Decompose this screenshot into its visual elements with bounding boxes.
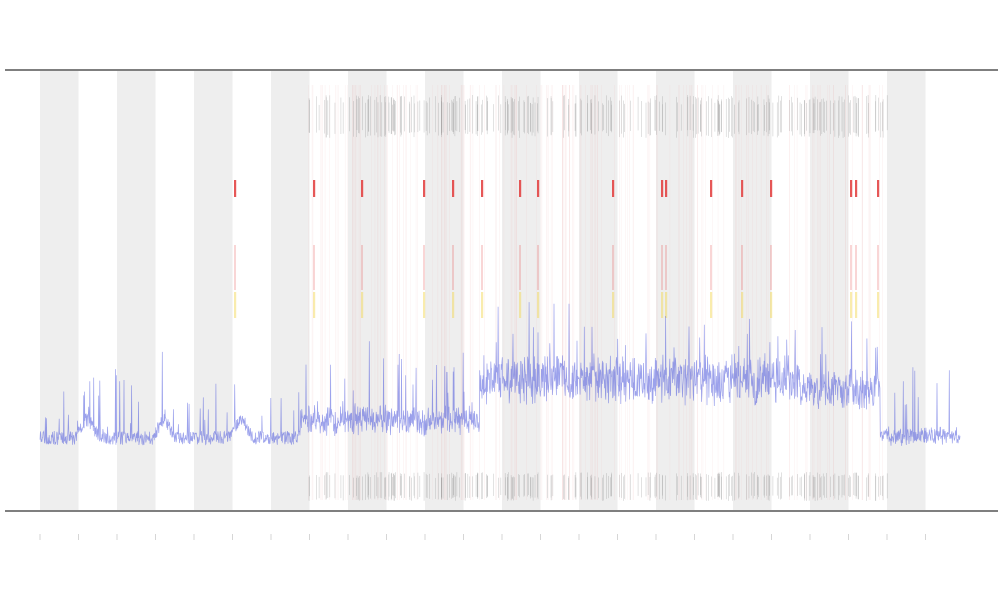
high-marker bbox=[770, 180, 773, 197]
medium-marker bbox=[661, 292, 664, 318]
high-marker-faint bbox=[877, 245, 879, 290]
medium-marker bbox=[481, 292, 484, 318]
high-marker-faint bbox=[612, 245, 614, 290]
high-marker bbox=[313, 180, 316, 197]
medium-marker bbox=[234, 292, 237, 318]
shaded-band bbox=[425, 71, 464, 510]
medium-marker bbox=[877, 292, 880, 318]
high-marker bbox=[234, 180, 237, 197]
high-marker-faint bbox=[537, 245, 539, 290]
high-marker bbox=[661, 180, 664, 197]
medium-marker bbox=[850, 292, 853, 318]
high-marker-faint bbox=[519, 245, 521, 290]
medium-marker bbox=[665, 292, 668, 318]
shaded-band bbox=[733, 71, 772, 510]
high-marker-faint bbox=[234, 245, 236, 290]
x-ticks bbox=[39, 534, 926, 540]
medium-marker bbox=[423, 292, 426, 318]
high-marker-faint bbox=[452, 245, 454, 290]
medium-marker bbox=[770, 292, 773, 318]
high-marker bbox=[710, 180, 713, 197]
medium-marker bbox=[855, 292, 858, 318]
high-marker-faint bbox=[481, 245, 483, 290]
high-marker bbox=[850, 180, 853, 197]
event-markers-top bbox=[308, 95, 888, 138]
high-marker-faint bbox=[313, 245, 315, 290]
high-marker-faint bbox=[665, 245, 667, 290]
high-marker bbox=[481, 180, 484, 197]
medium-marker bbox=[452, 292, 455, 318]
shaded-band bbox=[656, 71, 695, 510]
medium-marker bbox=[537, 292, 540, 318]
high-marker-faint bbox=[770, 245, 772, 290]
medium-marker bbox=[361, 292, 364, 318]
high-marker bbox=[665, 180, 668, 197]
medium-marker bbox=[519, 292, 522, 318]
high-marker bbox=[361, 180, 364, 197]
shaded-band bbox=[348, 71, 387, 510]
high-marker bbox=[519, 180, 522, 197]
high-marker-faint bbox=[855, 245, 857, 290]
chart-marks bbox=[234, 85, 883, 500]
high-marker bbox=[855, 180, 858, 197]
high-marker-faint bbox=[423, 245, 425, 290]
medium-marker bbox=[313, 292, 316, 318]
medium-marker bbox=[741, 292, 744, 318]
high-marker-faint bbox=[361, 245, 363, 290]
high-marker bbox=[612, 180, 615, 197]
shaded-band bbox=[194, 71, 233, 510]
shaded-band bbox=[117, 71, 156, 510]
high-marker-faint bbox=[661, 245, 663, 290]
high-marker-faint bbox=[710, 245, 712, 290]
shaded-band bbox=[810, 71, 849, 510]
high-marker bbox=[877, 180, 880, 197]
high-marker bbox=[537, 180, 540, 197]
high-marker bbox=[452, 180, 455, 197]
medium-marker bbox=[612, 292, 615, 318]
high-marker bbox=[741, 180, 744, 197]
shaded-band bbox=[271, 71, 310, 510]
high-marker-faint bbox=[850, 245, 852, 290]
medium-marker bbox=[710, 292, 713, 318]
event-markers-bottom bbox=[308, 472, 888, 501]
series-line bbox=[39, 302, 961, 446]
shaded-band bbox=[502, 71, 541, 510]
high-marker-faint bbox=[741, 245, 743, 290]
shaded-band bbox=[579, 71, 618, 510]
high-marker bbox=[423, 180, 426, 197]
